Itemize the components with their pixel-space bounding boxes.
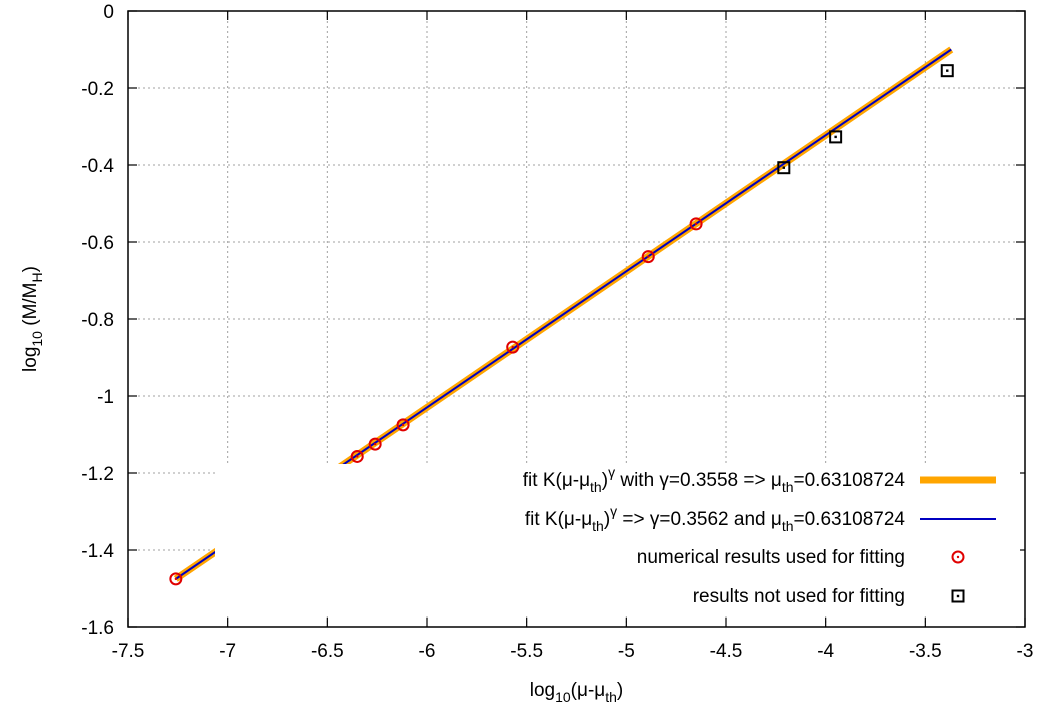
legend-swatch [951,550,965,564]
data-point [169,572,183,586]
data-point-center [834,135,837,139]
legend-swatch [951,589,965,603]
legend-swatch-center [956,555,960,559]
y-tick-label: -0.6 [81,233,114,254]
data-point [940,64,954,78]
y-tick-label: -0.4 [81,156,114,177]
x-axis-label: log10(μ-μth) [530,680,624,705]
y-axis-label: log10 (M/MH) [20,266,45,372]
data-point [829,130,843,144]
x-tick-label: -5 [618,641,635,662]
legend-text-part: fit K(μ-μ [525,509,592,530]
x-tick-label: -4.5 [710,641,743,662]
data-point [641,250,655,264]
legend-label: fit K(μ-μth)γ => γ=0.3562 and μth=0.6310… [525,503,906,534]
data-point-center [356,455,359,458]
x-tick-label: -5.5 [510,641,543,662]
legend-text-part: => γ=0.3562 and μ [617,509,782,530]
plot-frame [127,10,1026,628]
data-point-center [946,69,949,72]
x-tick-label: -4 [817,641,834,662]
legend-superscript: γ [610,503,617,519]
legend: fit K(μ-μth)γ with γ=0.3558 => μth=0.631… [215,464,1020,616]
legend-subscript: th [590,479,602,495]
legend-text-part: with γ=0.3558 => μ [615,470,782,491]
x-tick-label: -7.5 [112,641,145,662]
y-tick-label: -1.2 [81,464,114,485]
legend-text-part: ) [602,470,608,491]
data-point [689,217,703,231]
legend-text-part: results not used for fitting [693,586,905,607]
legend-label: fit K(μ-μth)γ with γ=0.3558 => μth=0.631… [523,464,906,495]
legend-label: results not used for fitting [693,586,905,607]
legend-text-part: numerical results used for fitting [637,547,905,568]
x-tick-label: -7 [219,641,236,662]
data-point-center [511,345,514,349]
legend-subscript: th [592,518,604,534]
legend-subscript: th [782,518,794,534]
legend-text-part: fit K(μ-μ [523,470,590,491]
y-tick-label: -1 [97,387,114,408]
x-tick-label: -3 [1017,641,1034,662]
data-point-center [782,166,786,169]
legend-text-part: ) [604,509,610,530]
y-tick-label: -1.6 [81,618,114,639]
y-tick-label: -0.2 [81,79,114,100]
x-tick-label: -3.5 [909,641,942,662]
legend-text-part: =0.63108724 [794,470,906,491]
data-point [368,437,382,451]
legend-text-part: =0.63108724 [794,509,906,530]
legend-superscript: γ [608,464,615,480]
data-point-center [401,423,405,427]
data-point-center [694,222,698,226]
legend-background [215,464,1020,616]
legend-subscript: th [782,479,794,495]
legend-swatch-center [956,594,960,598]
data-point-center [174,577,178,581]
data-point [777,161,791,175]
data-point [506,340,520,354]
legend-label: numerical results used for fitting [637,547,905,568]
data-point-center [647,255,650,258]
data-point-center [373,442,377,446]
x-tick-label: -6.5 [311,641,344,662]
y-tick-label: -0.8 [81,310,114,331]
axis-ticks: -7.5 -7 -6.5 -6 -5.5 -5 -4.5 -4 -3.5 -3 -1.6 -1.4 -1… [81,2,1033,662]
data-point [396,418,410,432]
x-tick-label: -6 [419,641,436,662]
data-point [350,449,364,463]
y-tick-label: 0 [103,2,114,23]
y-tick-label: -1.4 [81,541,114,562]
